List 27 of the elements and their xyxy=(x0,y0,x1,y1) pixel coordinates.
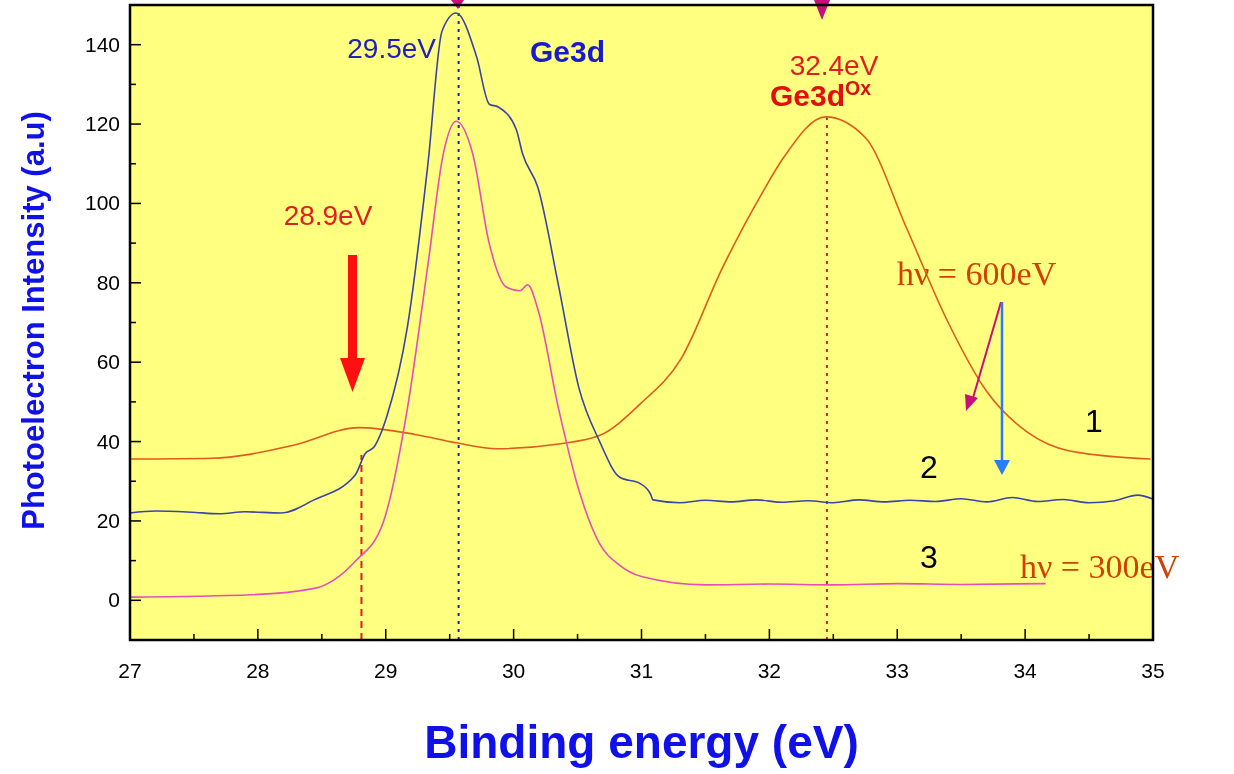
x-tick-label: 27 xyxy=(118,659,142,682)
line-series xyxy=(129,12,1154,515)
y-tick-label: 140 xyxy=(84,32,120,56)
series-label: 2 xyxy=(920,449,938,485)
y-tick-label: 40 xyxy=(96,429,120,453)
annotation: hν = 600eV xyxy=(897,255,1057,292)
y-tick-label: 100 xyxy=(84,191,120,215)
series-label: 3 xyxy=(920,539,938,575)
x-tick-label: 35 xyxy=(1141,659,1165,682)
annotation: Ge3d xyxy=(530,35,606,68)
y-tick-label: 20 xyxy=(96,508,120,532)
y-tick-label: 80 xyxy=(96,270,120,294)
x-tick-label: 34 xyxy=(1013,659,1038,682)
series-label: 1 xyxy=(1085,403,1103,439)
ref-line-label: 28.9eV xyxy=(283,200,373,231)
y-axis-title: Photoelectron Intensity (a.u) xyxy=(16,111,51,530)
x-tick-label: 30 xyxy=(501,659,526,682)
x-tick-label: 33 xyxy=(885,659,909,682)
y-tick-label: 120 xyxy=(84,112,120,136)
x-tick-label: 31 xyxy=(629,659,654,682)
ref-line-label: 29.5eV xyxy=(347,33,437,64)
x-tick-label: 32 xyxy=(757,659,782,682)
x-tick-label: 29 xyxy=(374,659,398,682)
y-tick-label: 0 xyxy=(108,588,120,612)
y-tick-label: 60 xyxy=(96,350,120,374)
x-tick-label: 28 xyxy=(246,659,270,682)
x-axis-title: Binding energy (eV) xyxy=(424,716,859,768)
